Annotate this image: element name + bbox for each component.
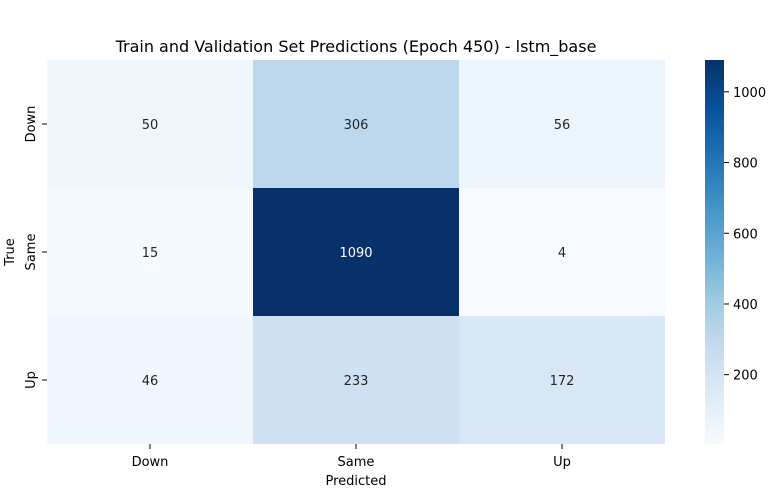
heatmap-cells: 50 306 56 15 1090 4 46 233 172 (47, 60, 665, 444)
colorbar-tick-label: 1000 (733, 86, 766, 101)
heatmap-cell-2-1 (253, 316, 459, 444)
y-tick-label: Up (24, 371, 39, 389)
heatmap-cell-0-2 (459, 60, 665, 188)
colorbar-tick-label: 600 (733, 227, 758, 242)
colorbar-tick-label: 200 (733, 369, 758, 384)
heatmap-cell-2-2 (459, 316, 665, 444)
cell-value-label: 4 (558, 246, 566, 261)
colorbar-tick-label: 400 (733, 298, 758, 313)
x-axis-ticks: Down Same Up (132, 444, 571, 470)
heatmap-cell-1-1 (253, 188, 459, 316)
heatmap-cell-1-2 (459, 188, 665, 316)
cell-value-label: 306 (344, 118, 369, 133)
cell-value-label: 233 (344, 374, 369, 389)
y-tick-label: Same (24, 234, 39, 271)
x-tick-label: Up (553, 455, 571, 470)
cell-value-label: 56 (554, 118, 571, 133)
x-axis-label: Predicted (325, 474, 386, 489)
colorbar (705, 60, 724, 444)
y-axis-ticks: Down Same Up (24, 106, 47, 389)
chart-title: Train and Validation Set Predictions (Ep… (115, 37, 597, 57)
heatmap-cell-1-0 (47, 188, 253, 316)
y-tick-label: Down (24, 106, 39, 143)
cell-value-label: 50 (142, 118, 159, 133)
y-axis-label: True (3, 238, 18, 267)
x-tick-label: Same (338, 455, 375, 470)
heatmap-cell-0-1 (253, 60, 459, 188)
cell-value-label: 1090 (339, 246, 372, 261)
cell-value-label: 46 (142, 374, 159, 389)
cell-value-label: 15 (142, 246, 159, 261)
heatmap-cell-2-0 (47, 316, 253, 444)
cell-value-label: 172 (550, 374, 575, 389)
colorbar-tick-label: 800 (733, 157, 758, 172)
heatmap-cell-0-0 (47, 60, 253, 188)
colorbar-ticks: 200 400 600 800 1000 (724, 86, 766, 384)
x-tick-label: Down (132, 455, 169, 470)
